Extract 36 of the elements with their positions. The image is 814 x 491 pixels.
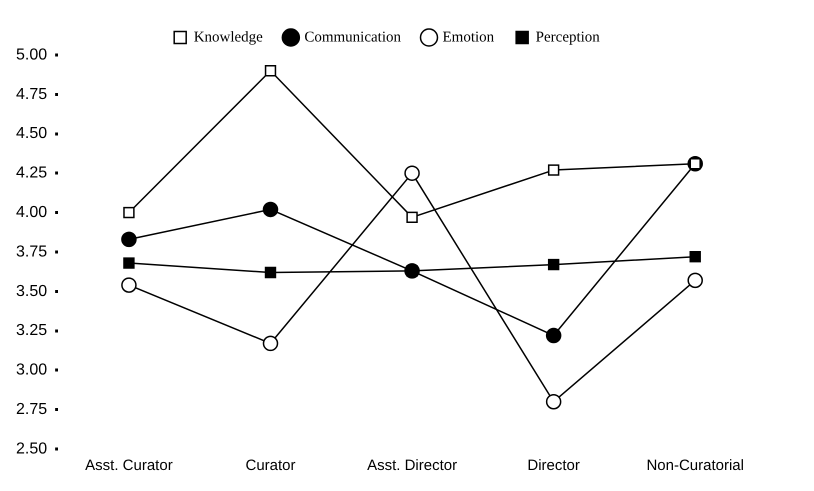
point — [546, 394, 562, 410]
y-tick-label: 3.75 — [16, 243, 48, 260]
point — [406, 212, 418, 224]
legend-label: Perception — [536, 29, 600, 46]
x-tick-label: Non-Curatorial — [646, 457, 744, 474]
point — [264, 266, 276, 278]
point — [121, 277, 137, 293]
y-tick-label: 3.25 — [16, 322, 48, 340]
y-tick-label: 4.75 — [16, 86, 48, 103]
y-tick-label: 3.00 — [16, 362, 48, 379]
point — [264, 65, 276, 76]
legend-label: Communication — [304, 29, 402, 46]
y-tick-label: 3.50 — [16, 282, 48, 300]
point — [262, 202, 278, 218]
y-tick-label: 4.25 — [16, 164, 48, 182]
legend-label: Knowledge — [194, 29, 264, 46]
point — [123, 257, 135, 269]
y-tick-label: 5.00 — [16, 46, 48, 64]
legend-label: Emotion — [442, 29, 495, 46]
point — [262, 336, 278, 352]
x-tick-label: Curator — [245, 457, 296, 474]
x-tick-label: Asst. Director — [367, 457, 458, 474]
point — [404, 165, 420, 181]
y-tick-label: 4.50 — [16, 125, 48, 142]
y-tick-label: 2.50 — [16, 440, 48, 458]
point — [687, 272, 703, 288]
point — [546, 328, 562, 344]
x-tick-label: Asst. Curator — [85, 457, 173, 474]
point — [690, 251, 701, 262]
y-tick-label: 2.75 — [16, 401, 48, 418]
point — [121, 232, 137, 248]
point — [548, 258, 560, 270]
y-tick-label: 4.00 — [16, 204, 48, 222]
point — [123, 206, 135, 218]
x-tick-label: Director — [527, 457, 580, 474]
point — [548, 164, 560, 176]
